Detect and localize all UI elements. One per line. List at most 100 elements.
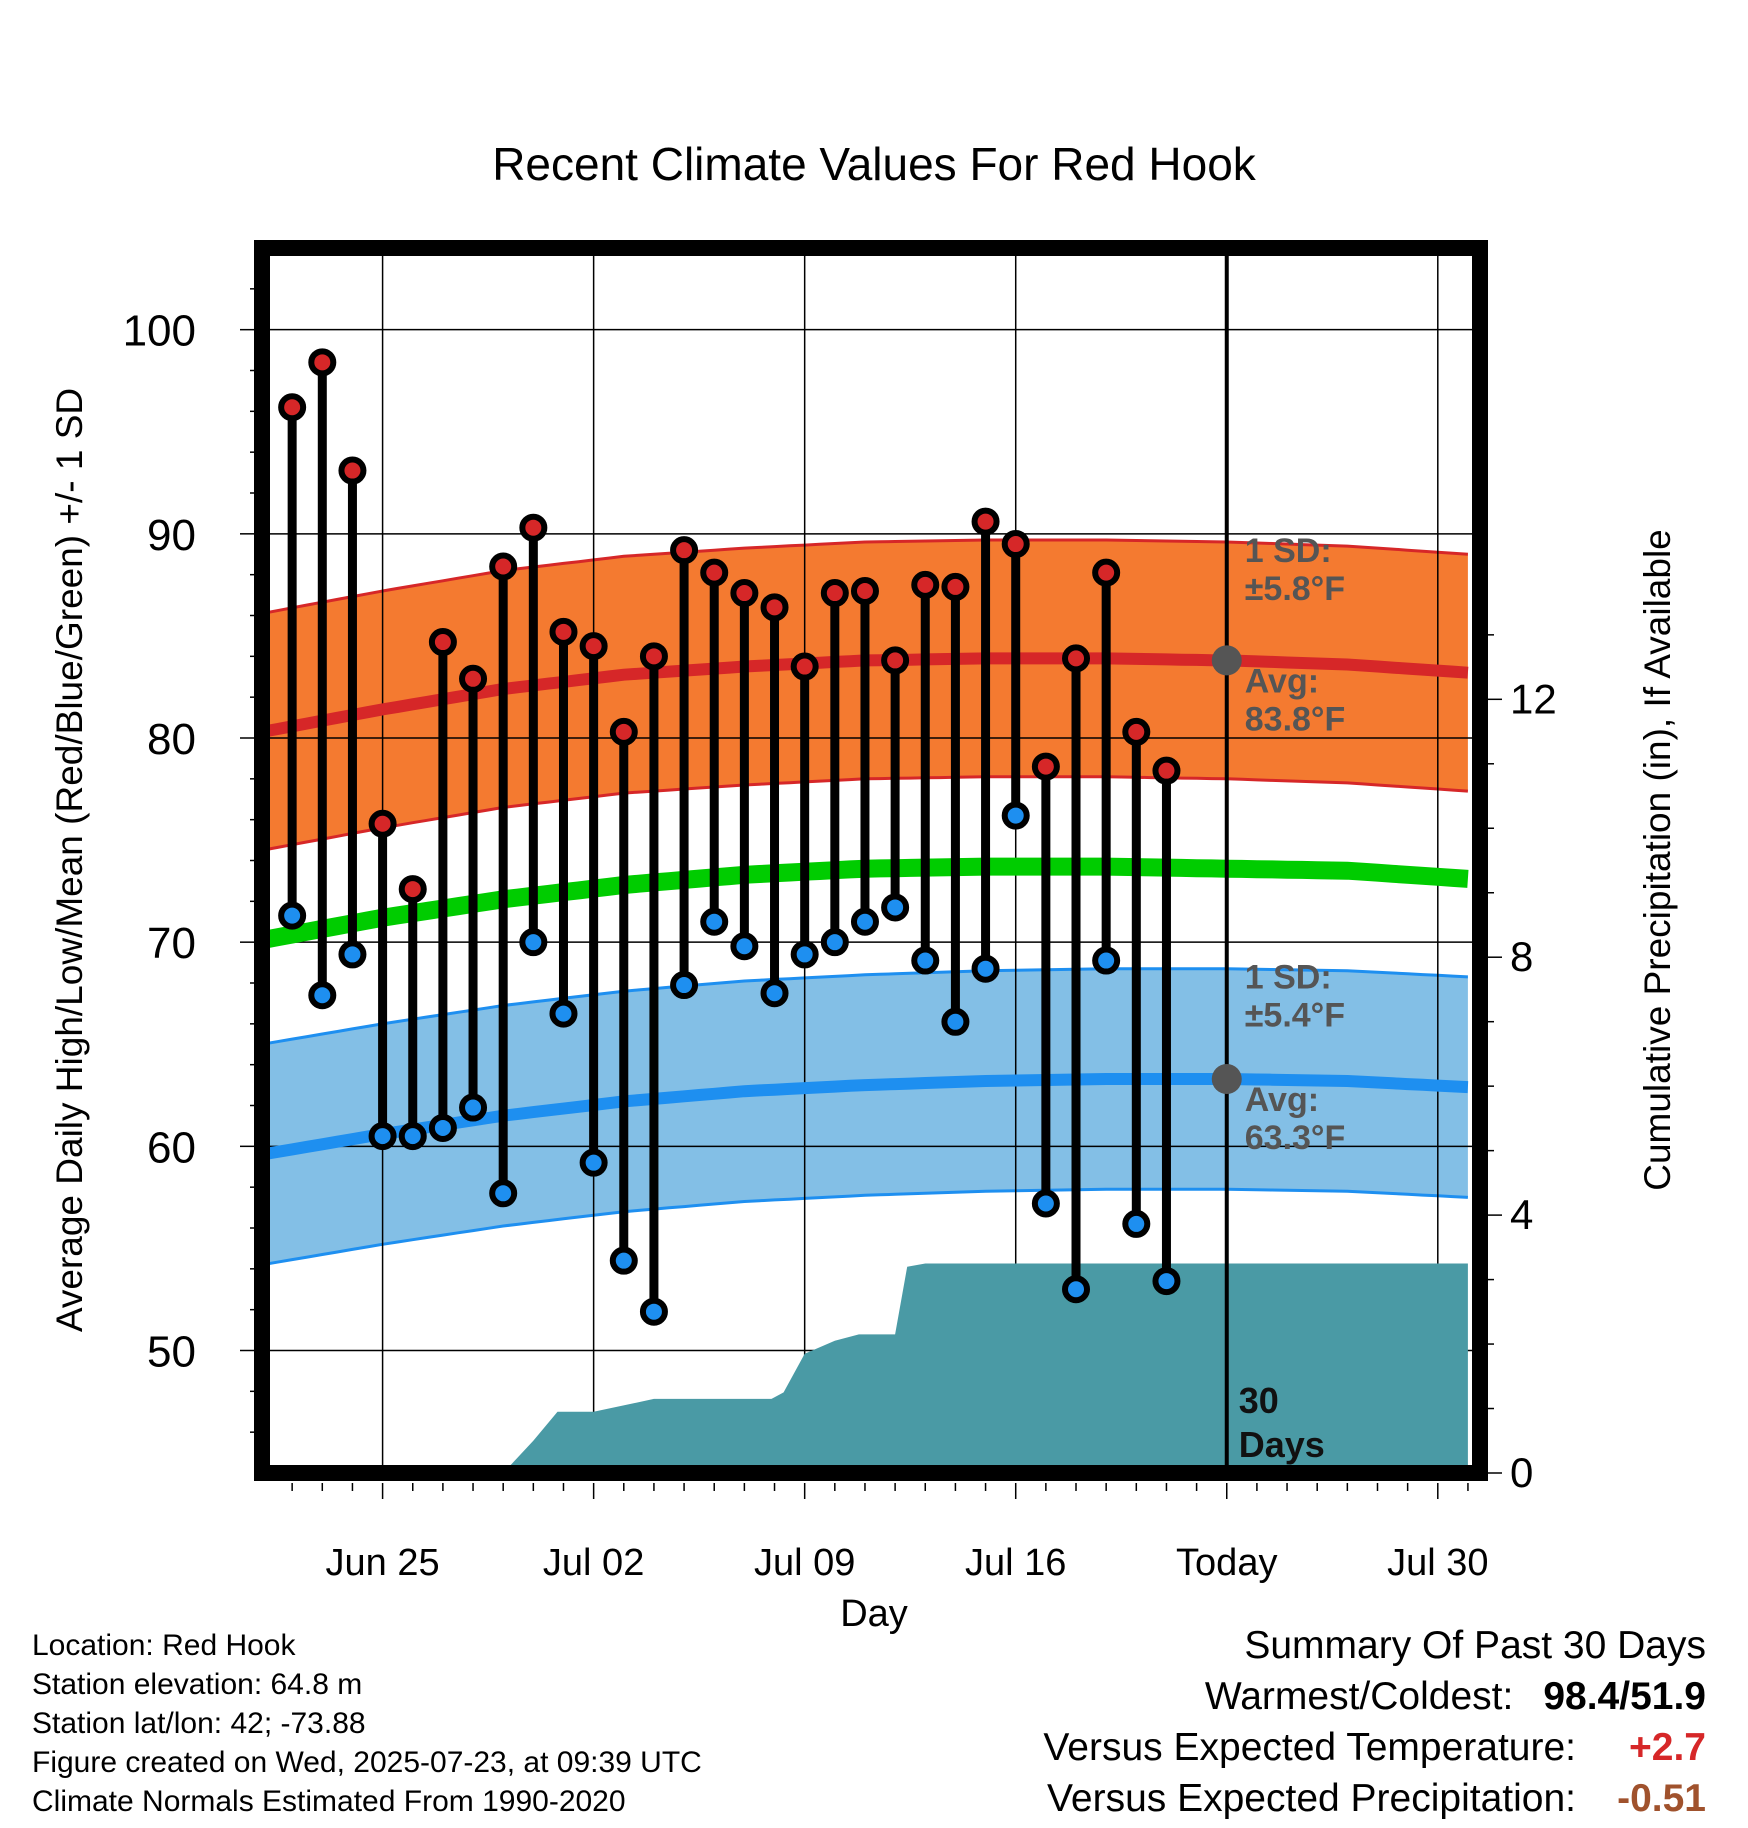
observed-high-point <box>338 456 367 485</box>
observed-high-point <box>489 552 518 581</box>
y2-tick-label: 0 <box>1510 1449 1533 1496</box>
observed-high-point <box>519 513 548 542</box>
observed-high-point <box>428 628 457 657</box>
observed-low-point <box>881 893 910 922</box>
summary-title: Summary Of Past 30 Days <box>1244 1624 1706 1667</box>
low-sd-annotation-0: 1 SD: <box>1245 959 1332 997</box>
days-label-1: Days <box>1239 1424 1325 1465</box>
info-latlon: Station lat/lon: 42; -73.88 <box>32 1707 366 1740</box>
observed-low-point <box>730 932 759 961</box>
x-tick-label: Jun 25 <box>326 1542 440 1584</box>
observed-high-point <box>1122 717 1151 746</box>
x-tick-label: Jul 09 <box>754 1542 855 1584</box>
observed-low-point <box>368 1122 397 1151</box>
x-axis-label: Day <box>840 1593 908 1635</box>
observed-low-point <box>971 954 1000 983</box>
station-info: Location: Red Hook Station elevation: 64… <box>32 1626 702 1821</box>
observed-low-point <box>1031 1189 1060 1218</box>
high-sd-annotation-1: ±5.8°F <box>1245 570 1345 608</box>
summary-temp: Versus Expected Temperature: +2.7 <box>1043 1722 1706 1773</box>
observed-high-point <box>730 579 759 608</box>
summary-warm-cold: Warmest/Coldest: 98.4/51.9 <box>1043 1671 1706 1722</box>
precip-label: Versus Expected Precipitation: <box>1047 1777 1576 1820</box>
observed-high-point <box>1001 530 1030 559</box>
observed-high-point <box>1092 558 1121 587</box>
observed-high-point <box>941 572 970 601</box>
observed-low-point <box>1092 946 1121 975</box>
y-tick-label: 70 <box>147 919 196 968</box>
y2-tick-label: 8 <box>1510 933 1533 980</box>
observed-high-point <box>820 579 849 608</box>
observed-low-point <box>338 940 367 969</box>
low-sd-annotation-1: ±5.4°F <box>1245 997 1345 1035</box>
observed-low-point <box>1001 801 1030 830</box>
high-sd-band-upper-edge <box>262 538 1469 615</box>
y-tick-label: 50 <box>147 1328 196 1377</box>
high-sd-annotation-0: 1 SD: <box>1245 532 1332 570</box>
observed-low-point <box>398 1122 427 1151</box>
observed-high-point <box>790 652 819 681</box>
info-elevation: Station elevation: 64.8 m <box>32 1668 363 1701</box>
y2-tick-label: 12 <box>1510 675 1557 722</box>
observed-low-point <box>609 1246 638 1275</box>
observed-low-point <box>489 1179 518 1208</box>
today-avg-high-marker <box>1211 645 1242 676</box>
y2-tick-label: 4 <box>1510 1191 1533 1238</box>
info-created: Figure created on Wed, 2025-07-23, at 09… <box>32 1746 702 1779</box>
observed-low-point <box>1062 1275 1091 1304</box>
x-tick-label: Today <box>1176 1542 1277 1584</box>
observed-high-point <box>911 570 940 599</box>
y-tick-label: 60 <box>147 1123 196 1172</box>
y-axis-label: Average Daily High/Low/Mean (Red/Blue/Gr… <box>49 388 90 1332</box>
observed-low-point <box>670 971 699 1000</box>
low-sd-band-upper-edge <box>262 967 1468 1046</box>
observed-high-point <box>1031 752 1060 781</box>
observed-high-point <box>398 875 427 904</box>
low-avg-annotation-0: Avg: <box>1245 1081 1319 1119</box>
x-tick-label: Jul 30 <box>1387 1542 1488 1584</box>
observed-low-point <box>820 928 849 957</box>
observed-low-point <box>941 1007 970 1036</box>
observed-high-point <box>971 507 1000 536</box>
info-normals: Climate Normals Estimated From 1990-2020 <box>32 1785 626 1818</box>
observed-high-point <box>850 577 879 605</box>
low-sd-band-lower-edge <box>262 1187 1468 1267</box>
y2-axis-label: Cumulative Precipitation (in), If Availa… <box>1637 529 1678 1191</box>
observed-low-point <box>428 1113 457 1142</box>
observed-high-point <box>700 558 729 587</box>
observed-high-point <box>760 593 789 622</box>
y-tick-label: 90 <box>147 511 196 560</box>
today-avg-low-marker <box>1211 1063 1242 1094</box>
observed-low-point <box>278 901 307 930</box>
observed-low-point <box>850 907 879 936</box>
observed-low-point <box>308 981 337 1010</box>
observed-high-point <box>308 348 337 377</box>
plot-frame <box>254 240 1488 1481</box>
observed-low-point <box>639 1297 668 1326</box>
observed-high-point <box>639 642 668 671</box>
observed-low-point <box>579 1148 608 1177</box>
x-tick-label: Jul 16 <box>965 1542 1066 1584</box>
high-avg-annotation-0: Avg: <box>1245 662 1319 700</box>
observed-high-point <box>549 617 578 646</box>
precip-value: -0.51 <box>1617 1777 1706 1820</box>
summary-panel: Summary Of Past 30 Days Warmest/Coldest:… <box>1043 1620 1706 1824</box>
summary-precip: Versus Expected Precipitation: -0.51 <box>1043 1773 1706 1824</box>
observed-low-point <box>760 979 789 1008</box>
observed-low-point <box>549 999 578 1028</box>
warm-cold-value: 98.4/51.9 <box>1543 1675 1706 1718</box>
observed-low-point <box>519 928 548 957</box>
x-tick-label: Jul 02 <box>543 1542 644 1584</box>
observed-low-point <box>911 946 940 975</box>
temp-label: Versus Expected Temperature: <box>1043 1726 1576 1769</box>
low-avg-annotation-1: 63.3°F <box>1245 1119 1346 1157</box>
observed-high-point <box>368 809 397 838</box>
observed-high-point <box>609 717 638 746</box>
observed-high-point <box>1152 756 1181 785</box>
observed-high-point <box>459 664 488 693</box>
observed-high-point <box>579 632 608 661</box>
observed-low-point <box>700 907 729 936</box>
observed-low-point <box>1152 1267 1181 1296</box>
